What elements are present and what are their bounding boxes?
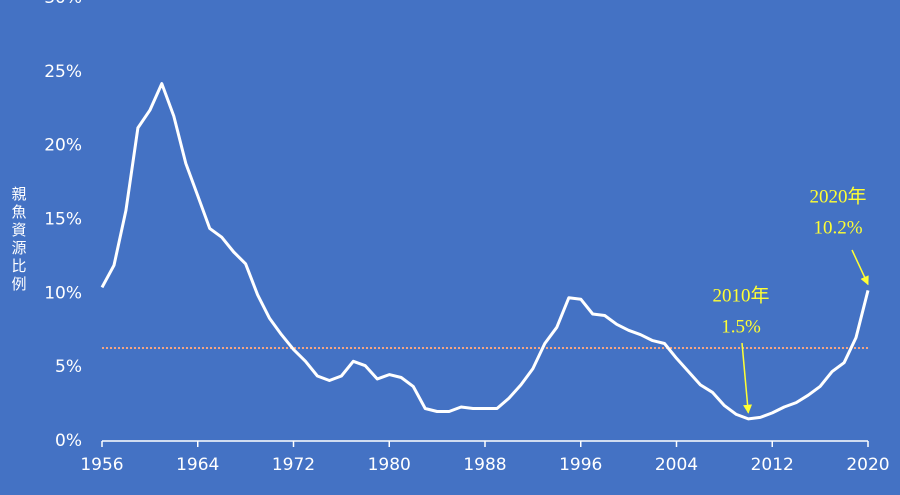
x-tick-label: 1996 — [559, 455, 602, 475]
annotation-year: 2010年 — [712, 284, 769, 306]
y-tick-label: 30% — [44, 0, 82, 8]
x-tick-label: 1980 — [368, 455, 411, 475]
x-tick-label: 1964 — [176, 455, 219, 475]
annotation-value: 1.5% — [721, 316, 761, 337]
y-tick-label: 10% — [44, 283, 82, 303]
y-tick-label: 20% — [44, 136, 82, 156]
x-tick-label: 2012 — [751, 455, 794, 475]
x-tick-label: 1972 — [272, 455, 315, 475]
annotation-arrow — [851, 249, 869, 286]
x-tick-label: 1988 — [463, 455, 506, 475]
y-tick-label: 5% — [55, 357, 82, 377]
y-tick-label: 0% — [55, 431, 82, 451]
x-tick-label: 1956 — [80, 455, 123, 475]
y-tick-label: 25% — [44, 62, 82, 82]
x-tick-label: 2004 — [655, 455, 698, 475]
data-line — [100, 82, 870, 421]
annotation-arrow — [741, 342, 753, 414]
y-tick-label: 15% — [44, 210, 82, 230]
x-tick-label: 2020 — [846, 455, 889, 475]
annotation-value: 10.2% — [813, 217, 862, 238]
y-axis-label: 親魚資源比例 — [10, 186, 28, 294]
annotation-year: 2020年 — [809, 185, 866, 207]
